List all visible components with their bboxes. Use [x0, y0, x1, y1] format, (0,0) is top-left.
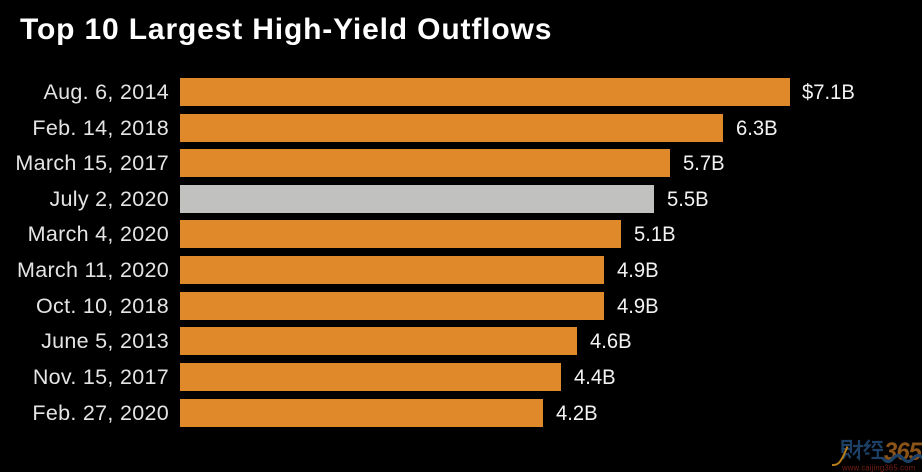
svg-text:www.caijing365.com: www.caijing365.com: [841, 464, 915, 472]
